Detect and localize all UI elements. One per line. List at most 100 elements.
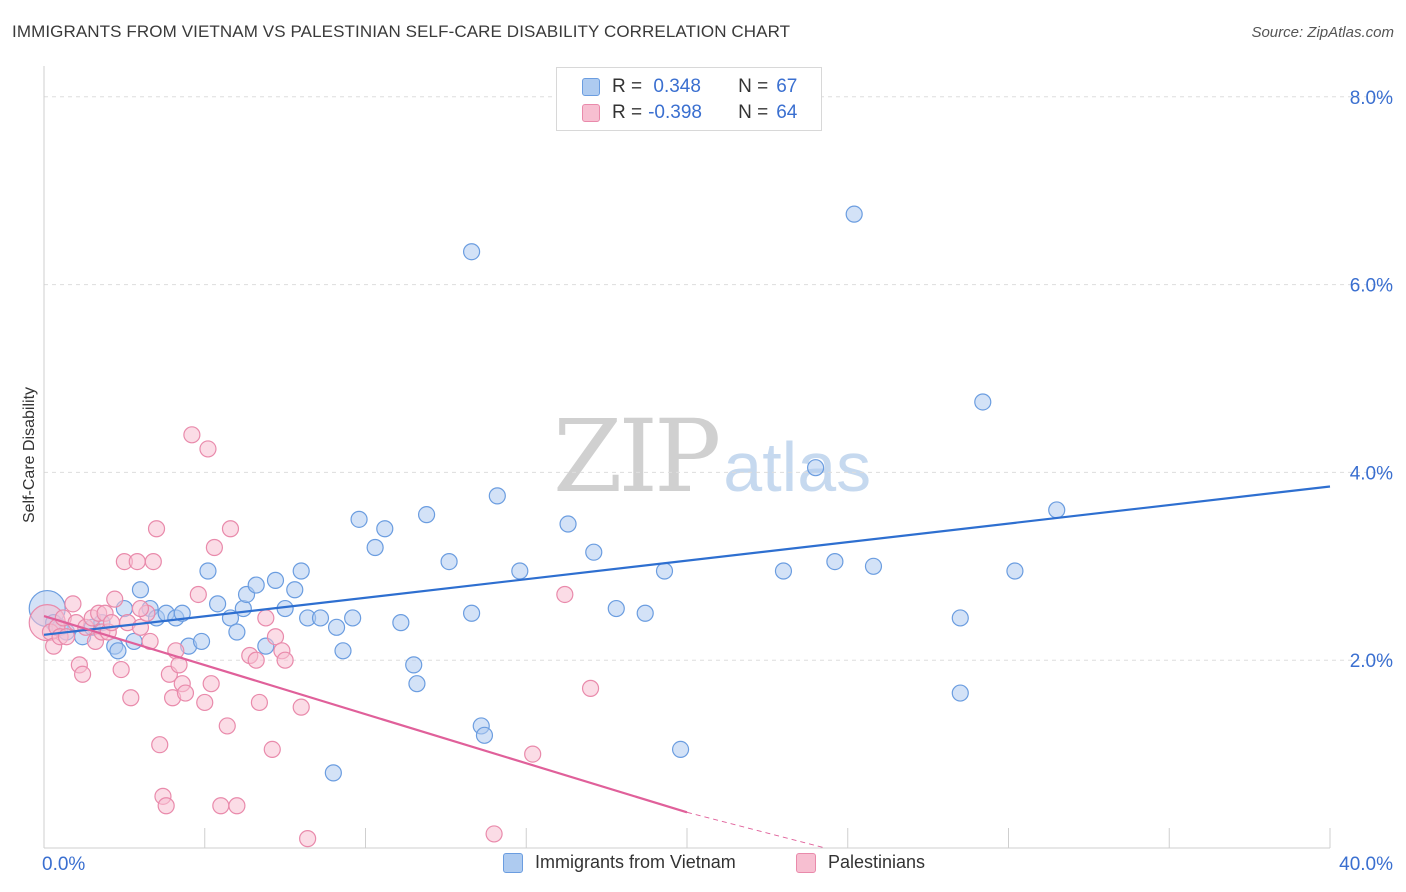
palestinian-trend-extension (686, 811, 826, 849)
vietnam-point (488, 487, 506, 505)
vietnam-point (344, 609, 362, 627)
vietnam-point (199, 562, 217, 580)
vietnam-point (109, 642, 127, 660)
vietnam-point (671, 740, 690, 759)
palestinian-point (147, 520, 166, 538)
watermark: ZIP atlas (553, 398, 871, 515)
legend-swatch-pink (796, 852, 816, 873)
palestinian-point (205, 538, 223, 557)
vietnam-point (228, 623, 246, 641)
palestinian-point (189, 585, 207, 604)
palestinian-point (157, 797, 175, 815)
vietnam-point (806, 459, 825, 477)
vietnam-point (511, 562, 529, 580)
palestinian-point (176, 684, 195, 702)
palestinian-point (581, 679, 600, 697)
vietnam-point (247, 576, 265, 594)
vietnam-point (845, 205, 863, 223)
legend-n-value: 67 (776, 76, 798, 97)
legend-r-value: 0.348 (648, 76, 701, 97)
vietnam-point (462, 243, 481, 261)
vietnam-point (324, 764, 342, 782)
watermark-zip: ZIP (553, 398, 721, 515)
vietnam-point (974, 393, 992, 411)
stats-legend: R = 0.348 N = 67 R = -0.398 N = 64 (556, 67, 822, 131)
palestinian-point (122, 689, 140, 707)
vietnam-point (311, 609, 330, 627)
vietnam-point (951, 684, 969, 702)
vietnam-point (1048, 501, 1066, 519)
palestinian-point (131, 599, 150, 618)
palestinian-point (299, 830, 317, 848)
x-tick-label: 0.0% (42, 854, 85, 875)
vietnam-point (392, 614, 410, 632)
legend-r-label: R = (612, 76, 643, 97)
palestinian-point (266, 628, 285, 646)
vietnam-point (607, 599, 625, 618)
palestinian-point (106, 590, 124, 608)
vietnam-point (440, 552, 458, 571)
legend-label-palestinians: Palestinians (828, 852, 926, 872)
legend-swatch-pink (582, 104, 600, 122)
legend-item-palestinians: Palestinians (796, 852, 925, 873)
palestinian-point (228, 797, 246, 815)
palestinian-point (128, 552, 146, 571)
vietnam-point (655, 562, 674, 580)
palestinian-point (144, 552, 162, 571)
vietnam-point (334, 642, 352, 660)
legend-label-vietnam: Immigrants from Vietnam (535, 852, 736, 872)
legend-item-vietnam: Immigrants from Vietnam (503, 852, 736, 873)
legend-n-label: N = (738, 102, 769, 123)
palestinian-point (196, 693, 214, 712)
palestinian-point (250, 693, 269, 712)
vietnam-point (286, 581, 304, 599)
vietnam-point (417, 506, 436, 524)
y-tick-label: 4.0% (1350, 463, 1393, 484)
vietnam-point (350, 510, 368, 528)
y-tick-label: 6.0% (1350, 276, 1393, 297)
palestinian-point (202, 675, 220, 693)
stats-legend-row-palestinians: R = -0.398 N = 64 (582, 102, 797, 124)
palestinian-point (73, 665, 92, 683)
vietnam-point (826, 552, 844, 571)
legend-r-label: R = (612, 102, 643, 123)
palestinian-point (263, 740, 281, 759)
vietnam-point (192, 632, 211, 651)
palestinian-point (257, 609, 275, 627)
palestinian-point (292, 698, 310, 716)
vietnam-point (951, 609, 969, 627)
y-tick-label: 8.0% (1350, 88, 1393, 109)
x-tick-label: 40.0% (1339, 854, 1393, 875)
palestinian-point (112, 660, 130, 679)
vietnam-point (292, 562, 310, 580)
palestinian-point (524, 745, 542, 763)
y-tick-label: 2.0% (1350, 651, 1393, 672)
vietnam-point (774, 562, 793, 580)
vietnam-point (475, 726, 494, 744)
vietnam-point (266, 571, 285, 589)
palestinian-point (485, 825, 503, 843)
vietnam-point (376, 520, 394, 538)
vietnam-point (408, 675, 426, 693)
legend-swatch-blue (503, 852, 523, 873)
palestinian-point (247, 651, 265, 669)
vietnam-point (173, 604, 191, 622)
legend-swatch-blue (582, 78, 600, 96)
watermark-atlas: atlas (723, 428, 872, 506)
vietnam-point (864, 557, 883, 575)
vietnam-point (559, 515, 577, 533)
vietnam-trend-line (43, 485, 1331, 636)
palestinian-point (556, 585, 574, 604)
palestinian-point (221, 520, 240, 538)
legend-n-value: 64 (776, 102, 798, 123)
palestinian-point (276, 651, 294, 669)
vietnam-point (366, 538, 384, 557)
palestinian-point (199, 440, 217, 458)
legend-r-value: -0.398 (648, 102, 702, 123)
vietnam-point (462, 604, 481, 622)
palestinian-point (151, 736, 169, 754)
vietnam-point (1006, 562, 1024, 580)
source-label: Source: ZipAtlas.com (1251, 24, 1394, 41)
palestinian-point (212, 797, 230, 815)
chart-title: IMMIGRANTS FROM VIETNAM VS PALESTINIAN S… (12, 22, 791, 41)
